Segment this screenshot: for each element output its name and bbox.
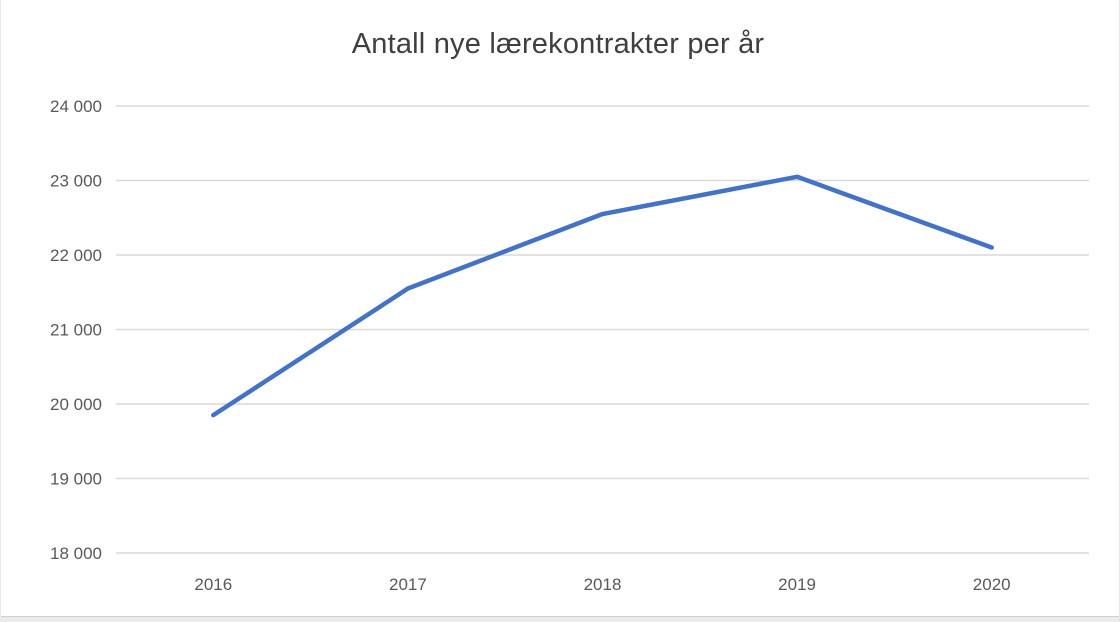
x-axis-tick-label: 2019 — [778, 575, 816, 594]
x-axis-tick-label: 2016 — [194, 575, 232, 594]
y-axis-tick-label: 23 000 — [50, 172, 102, 191]
x-axis-tick-label: 2018 — [584, 575, 622, 594]
x-axis-tick-label: 2020 — [973, 575, 1011, 594]
y-axis-tick-label: 20 000 — [50, 395, 102, 414]
y-axis-tick-label: 21 000 — [50, 321, 102, 340]
bottom-edge-strip — [1, 616, 1119, 622]
data-line-series — [211, 174, 994, 418]
chart-title: Antall nye lærekontrakter per år — [351, 28, 765, 60]
y-axis-tick-label: 19 000 — [50, 470, 102, 489]
y-axis-tick-label: 18 000 — [50, 544, 102, 563]
y-axis-tick-label: 24 000 — [50, 97, 102, 116]
x-axis-tick-label: 2017 — [389, 575, 427, 594]
y-axis-tick-label: 22 000 — [50, 246, 102, 265]
